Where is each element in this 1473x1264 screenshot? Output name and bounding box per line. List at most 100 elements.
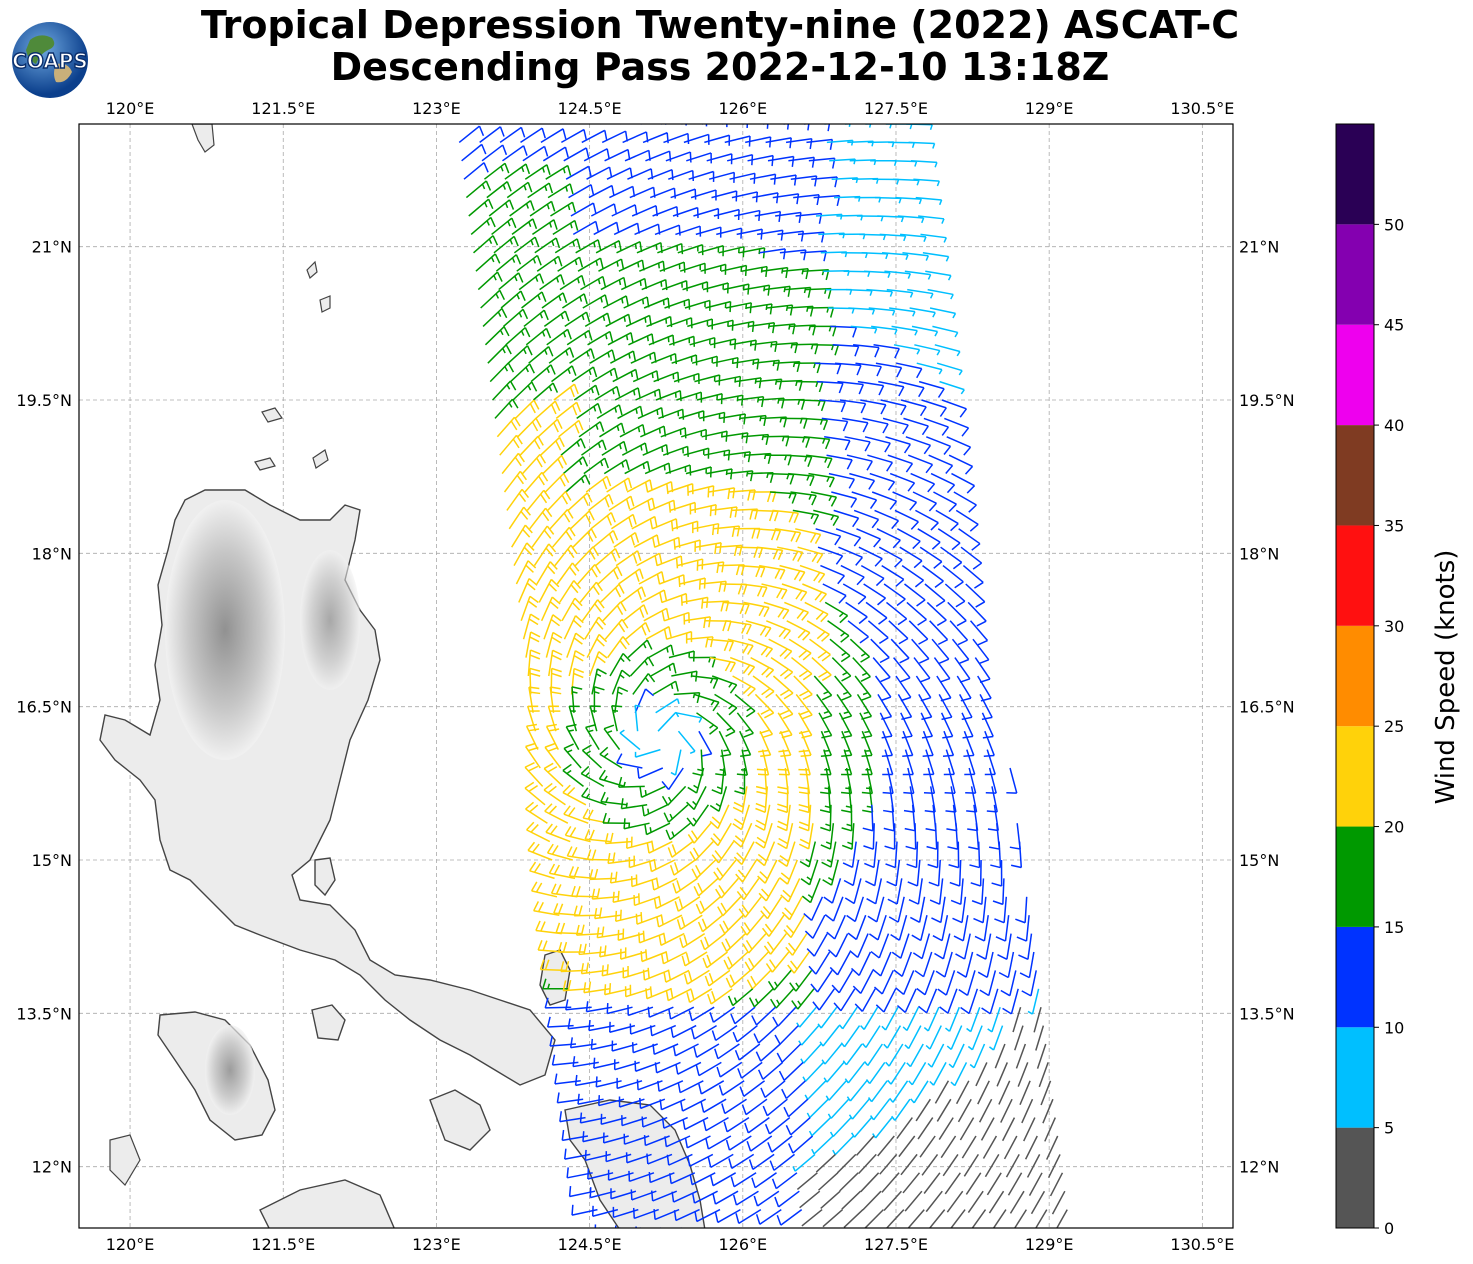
wind-barb <box>584 616 607 640</box>
wind-barb <box>656 914 683 928</box>
wind-barb <box>525 327 552 346</box>
wind-barb <box>517 417 542 438</box>
wind-barb <box>548 347 575 364</box>
wind-barb <box>480 289 506 309</box>
wind-barb <box>850 325 878 334</box>
wind-barb <box>991 859 1003 887</box>
wind-barb <box>726 470 754 482</box>
wind-barb <box>827 1098 850 1119</box>
wind-barb <box>975 1246 991 1264</box>
wind-barb <box>717 896 742 917</box>
wind-barb <box>508 506 531 530</box>
wind-barb <box>925 1190 943 1213</box>
wind-barb <box>632 673 656 695</box>
wind-barb <box>723 601 750 615</box>
wind-barb <box>879 712 893 739</box>
wind-barb <box>956 951 974 978</box>
wind-barb <box>824 436 851 451</box>
wind-barb <box>920 233 947 243</box>
wind-barb <box>688 170 715 182</box>
wind-barb <box>862 417 889 434</box>
wind-barb <box>547 183 574 199</box>
wind-barb <box>814 362 842 375</box>
wind-barb <box>875 988 897 1013</box>
wind-barb <box>528 346 554 364</box>
wind-barb <box>826 454 853 470</box>
wind-barb <box>553 903 580 916</box>
wind-barb <box>663 969 690 983</box>
wind-barb <box>1033 1007 1042 1033</box>
wind-barb <box>793 675 813 701</box>
wind-barb <box>970 859 982 887</box>
wind-barb <box>866 288 893 297</box>
wind-barb <box>874 675 892 702</box>
wind-barb <box>935 951 953 978</box>
wind-barb <box>561 293 588 309</box>
wind-barb <box>772 509 799 524</box>
wind-barb <box>753 1025 779 1044</box>
wind-barb <box>529 861 555 880</box>
wind-barb <box>818 1172 839 1191</box>
wind-barb <box>787 951 810 974</box>
lon-tick-label-bottom: 127.5°E <box>864 1235 928 1254</box>
wind-barb <box>536 255 563 272</box>
wind-barb <box>519 435 544 456</box>
wind-barb <box>980 1117 995 1141</box>
wind-barb <box>727 988 754 1007</box>
wind-barb <box>992 878 1005 906</box>
wind-barb <box>962 565 984 589</box>
wind-barb <box>885 1043 904 1067</box>
wind-barb <box>967 1025 983 1051</box>
wind-barb <box>684 1135 711 1149</box>
wind-barb <box>665 822 691 841</box>
wind-barb <box>714 1043 740 1060</box>
wind-barb <box>907 1209 925 1228</box>
wind-barb <box>1005 1154 1020 1178</box>
wind-barb <box>500 290 526 309</box>
colorbar-bin <box>1336 425 1374 526</box>
wind-barb <box>688 1006 715 1022</box>
wind-barb <box>560 128 588 144</box>
wind-barb <box>835 528 862 547</box>
wind-barb <box>735 1208 762 1225</box>
lat-tick-label-right: 16.5°N <box>1239 698 1295 717</box>
wind-barb <box>831 970 854 994</box>
wind-barb <box>684 299 711 311</box>
coaps-logo: COAPS <box>10 20 90 100</box>
wind-barb <box>527 182 554 199</box>
wind-barb <box>867 896 885 923</box>
wind-barb <box>527 705 540 732</box>
wind-barb <box>721 1098 747 1115</box>
west-islands <box>109 1134 141 1186</box>
wind-barb <box>577 563 602 585</box>
wind-barb <box>916 970 935 996</box>
wind-barb <box>677 244 704 256</box>
wind-barb <box>819 399 846 413</box>
lat-tick-label-right: 19.5°N <box>1239 391 1295 410</box>
wind-barb <box>804 601 829 623</box>
wind-barb <box>928 859 941 887</box>
lat-tick-label-right: 15°N <box>1239 851 1279 870</box>
wind-barb <box>597 565 623 585</box>
wind-barb <box>492 380 517 401</box>
wind-barb <box>686 786 707 811</box>
wind-barb <box>861 252 889 260</box>
wind-barb <box>719 914 744 935</box>
wind-barb <box>948 1043 965 1069</box>
wind-barb <box>781 896 803 921</box>
wind-barb <box>740 414 767 427</box>
babuyan-island-2 <box>312 449 329 469</box>
wind-barb <box>944 583 966 608</box>
wind-barb <box>739 1080 766 1097</box>
wind-barb <box>882 749 894 776</box>
colorbar-tick-label: 25 <box>1384 717 1404 736</box>
wind-barb <box>525 723 540 750</box>
wind-barb <box>736 228 763 240</box>
wind-barb <box>568 705 580 732</box>
wind-barb <box>965 767 977 794</box>
wind-barb <box>711 767 725 795</box>
wind-barb <box>938 694 953 721</box>
wind-barb <box>652 680 679 696</box>
wind-barb <box>737 1061 763 1079</box>
wind-barb <box>532 382 559 401</box>
